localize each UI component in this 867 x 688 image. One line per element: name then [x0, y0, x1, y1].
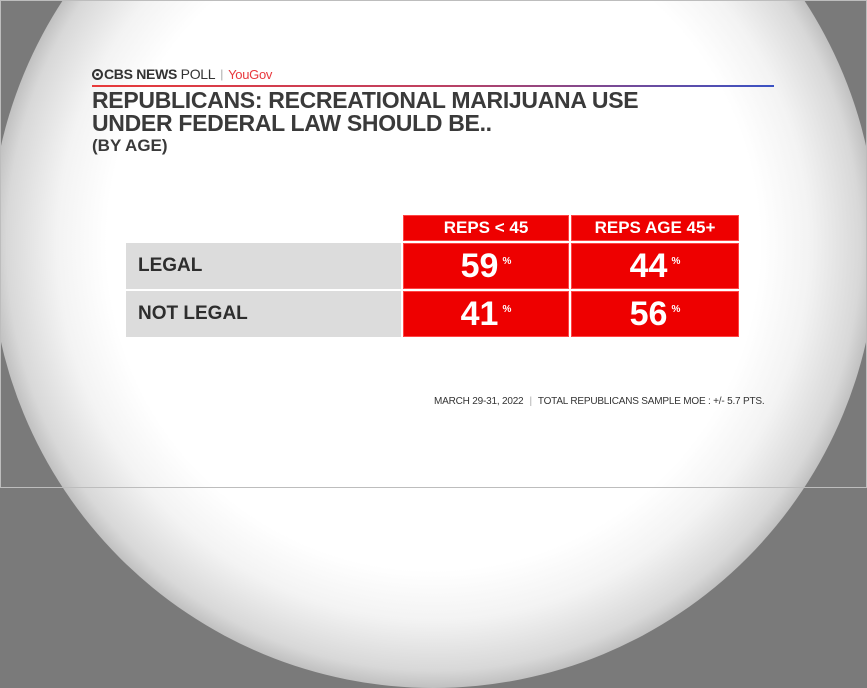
brand-network: CBS NEWS: [104, 66, 178, 82]
value-cell: 56%: [571, 291, 739, 337]
percent-sign: %: [671, 304, 681, 315]
page-title: REPUBLICANS: RECREATIONAL MARIJUANA USE …: [92, 87, 639, 136]
yougov-logo: YouGov: [228, 66, 273, 82]
brand-header: CBS NEWS POLL | YouGov: [92, 66, 272, 82]
value-number: 41: [460, 294, 499, 333]
value-number: 44: [629, 246, 668, 285]
title-line-2: UNDER FEDERAL LAW SHOULD BE..: [92, 110, 492, 136]
row-label: NOT LEGAL: [126, 291, 401, 337]
title-line-1: REPUBLICANS: RECREATIONAL MARIJUANA USE: [92, 87, 639, 113]
brand-separator: |: [220, 67, 224, 81]
footer-note: TOTAL REPUBLICANS SAMPLE MOE : +/- 5.7 P…: [537, 396, 765, 407]
header-rule: [92, 85, 774, 87]
column-header: REPS AGE 45+: [571, 215, 739, 241]
footer-separator: |: [529, 396, 532, 407]
column-header: REPS < 45: [403, 215, 569, 241]
value-cell: 59%: [403, 243, 569, 289]
value-cell: 44%: [571, 243, 739, 289]
percent-sign: %: [671, 256, 681, 267]
footer-date: MARCH 29-31, 2022: [434, 396, 524, 407]
footer: MARCH 29-31, 2022 | TOTAL REPUBLICANS SAMP…: [434, 396, 765, 407]
value-number: 59: [460, 246, 499, 285]
row-label: LEGAL: [126, 243, 401, 289]
percent-sign: %: [502, 304, 512, 315]
percent-sign: %: [502, 256, 512, 267]
cbs-eye-icon: [92, 68, 103, 80]
value-number: 56: [629, 294, 668, 333]
brand-poll: POLL: [180, 66, 216, 82]
value-cell: 41%: [403, 291, 569, 337]
page-subtitle: (BY AGE): [92, 136, 168, 155]
